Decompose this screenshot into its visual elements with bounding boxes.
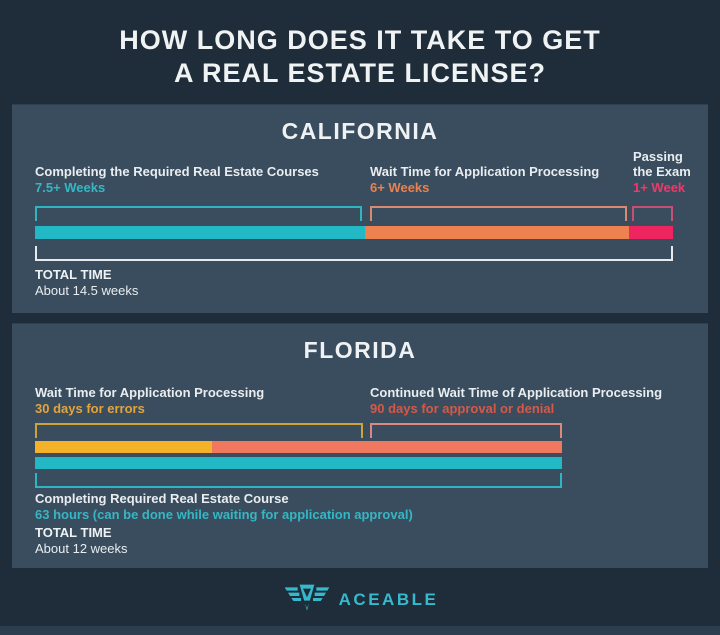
ca-bar-segment-wait <box>364 226 629 239</box>
ca-timeline-bar <box>35 226 673 239</box>
ca-exam-bracket <box>632 206 673 221</box>
california-heading: CALIFORNIA <box>281 118 439 144</box>
fl-wait-timeline-bar <box>35 441 562 453</box>
aceable-winged-a-icon <box>282 582 332 617</box>
ca-bar-segment-courses <box>35 226 365 239</box>
infographic-title: HOW LONG DOES IT TAKE TO GET A REAL ESTA… <box>0 24 720 90</box>
ca-courses-label: Completing the Required Real Estate Cour… <box>35 164 319 179</box>
fl-wait-value: 30 days for errors <box>35 401 145 416</box>
fl-continued-wait-label: Continued Wait Time of Application Proce… <box>370 385 663 400</box>
fl-course-bracket <box>35 473 562 488</box>
fl-course-label: Completing Required Real Estate Course <box>35 491 289 506</box>
florida-panel: FLORIDA Wait Time for Application Proces… <box>12 323 708 568</box>
title-line-1: HOW LONG DOES IT TAKE TO GET <box>119 25 601 55</box>
brand-wordmark: ACEABLE <box>338 589 439 609</box>
ca-wait-label: Wait Time for Application Processing <box>370 164 600 179</box>
fl-total-time-value: About 12 weeks <box>35 541 128 556</box>
ca-wait-value: 6+ Weeks <box>370 180 430 195</box>
fl-course-timeline-bar <box>35 457 562 469</box>
fl-total-time-label: TOTAL TIME <box>35 525 112 540</box>
california-panel: CALIFORNIA Completing the Required Real … <box>12 104 708 313</box>
ca-total-time-value: About 14.5 weeks <box>35 283 139 298</box>
ca-exam-label: Passing the Exam <box>633 149 691 179</box>
fl-continued-wait-bracket <box>370 423 562 438</box>
ca-total-bracket <box>35 246 673 261</box>
fl-wait-bracket <box>35 423 363 438</box>
ca-courses-value: 7.5+ Weeks <box>35 180 106 195</box>
fl-bar-segment-wait <box>35 441 213 453</box>
ca-courses-bracket <box>35 206 362 221</box>
bottom-edge-strip <box>0 626 720 635</box>
fl-wait-label: Wait Time for Application Processing <box>35 385 265 400</box>
ca-bar-segment-exam <box>628 226 673 239</box>
fl-continued-wait-value: 90 days for approval or denial <box>370 401 555 416</box>
fl-course-value: 63 hours (can be done while waiting for … <box>35 507 413 522</box>
fl-bar-segment-continued-wait <box>212 441 562 453</box>
title-line-2: A REAL ESTATE LICENSE? <box>173 58 547 88</box>
footer-brand: ACEABLE <box>0 582 720 617</box>
ca-total-time-label: TOTAL TIME <box>35 267 112 282</box>
fl-bar-segment-course <box>35 457 562 469</box>
florida-heading: FLORIDA <box>303 337 417 363</box>
ca-wait-bracket <box>370 206 627 221</box>
ca-exam-value: 1+ Week <box>633 180 686 195</box>
